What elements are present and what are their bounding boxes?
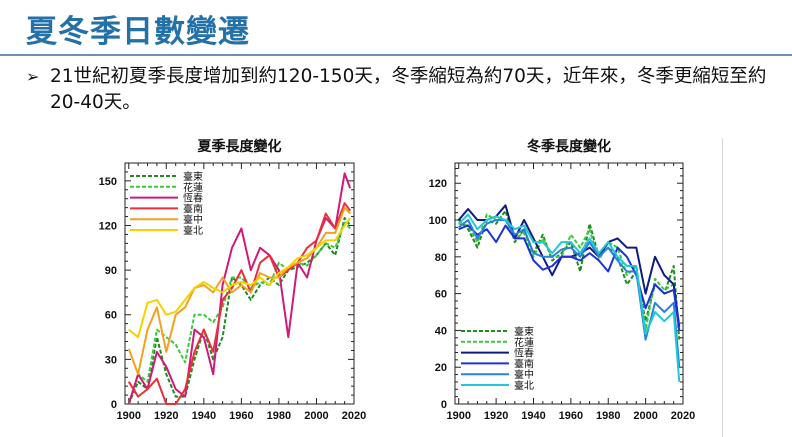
x-tick-label: 1980 [267,410,291,422]
series-line-臺東 [458,209,681,340]
x-tick-label: 2020 [342,410,366,422]
x-tick-label: 1980 [596,410,620,422]
plot-frame [124,162,355,405]
series-line-花蓮 [127,221,351,405]
y-tick-label: 60 [105,310,117,322]
legend-label: 臺中 [514,368,534,381]
legend-label: 臺東 [183,170,203,183]
legend-label: 臺東 [514,325,534,338]
bullet-arrow-icon: ➢ [26,67,40,86]
x-tick-label: 1920 [484,410,508,422]
slide-title: 夏冬季日數變遷 [26,14,250,50]
series-line-臺中 [458,219,681,368]
y-tick-label: 90 [105,265,117,277]
slide-divider [722,138,723,437]
x-tick-label: 1900 [446,410,470,422]
legend-label: 恆春 [514,347,534,360]
y-tick-label: 120 [429,178,447,190]
y-tick-label: 0 [441,399,447,411]
chart-1: 夏季長度變化 1900 1920 1940 1960 1980 2000 2020 0 30 60 9… [99,138,367,422]
series-line-臺北 [128,217,352,339]
legend-label: 臺南 [183,202,203,215]
legend-label: 花蓮 [183,181,203,194]
chart-title: 冬季長度變化 [527,138,611,155]
series-line-臺東 [127,217,352,405]
x-tick-label: 2000 [304,410,328,422]
x-tick-label: 1940 [521,410,545,422]
y-tick-label: 20 [435,362,447,374]
y-tick-label: 30 [105,354,117,366]
x-tick-label: 2020 [671,410,695,422]
series-line-臺南 [127,202,351,405]
y-tick-label: 0 [111,399,117,411]
bullet-point: ➢ 21世紀初夏季長度增加到約120-150天，冬季縮短為約70天，近年來，冬季… [26,64,776,116]
series-line-臺南 [458,224,681,331]
y-tick-label: 150 [99,176,117,188]
chart-title: 夏季長度變化 [198,138,282,155]
x-tick-label: 1900 [117,410,141,422]
x-tick-label: 1960 [559,410,583,422]
series-line-花蓮 [458,213,681,332]
legend-label: 臺南 [514,357,534,370]
legend-label: 恆春 [183,192,203,205]
y-tick-label: 60 [435,289,447,301]
series-line-臺北 [458,213,681,382]
x-tick-label: 1940 [192,410,216,422]
title-divider [0,54,792,56]
x-tick-label: 2000 [633,410,657,422]
y-tick-label: 80 [435,252,447,264]
plot-frame [454,162,684,405]
y-tick-label: 40 [435,325,447,337]
legend-label: 花蓮 [514,336,534,349]
chart-2: 冬季長度變化 1900 1920 1940 1960 1980 2000 2020 0 20 40 6… [429,138,696,422]
x-tick-label: 1960 [229,410,253,422]
bullet-text: 21世紀初夏季長度增加到約120-150天，冬季縮短為約70天，近年來，冬季更縮… [50,66,767,113]
legend-label: 臺中 [183,213,203,226]
legend-label: 臺北 [514,379,534,392]
y-tick-label: 120 [99,220,117,232]
x-tick-label: 1920 [154,410,178,422]
y-tick-label: 100 [429,215,447,227]
legend-label: 臺北 [183,224,203,237]
